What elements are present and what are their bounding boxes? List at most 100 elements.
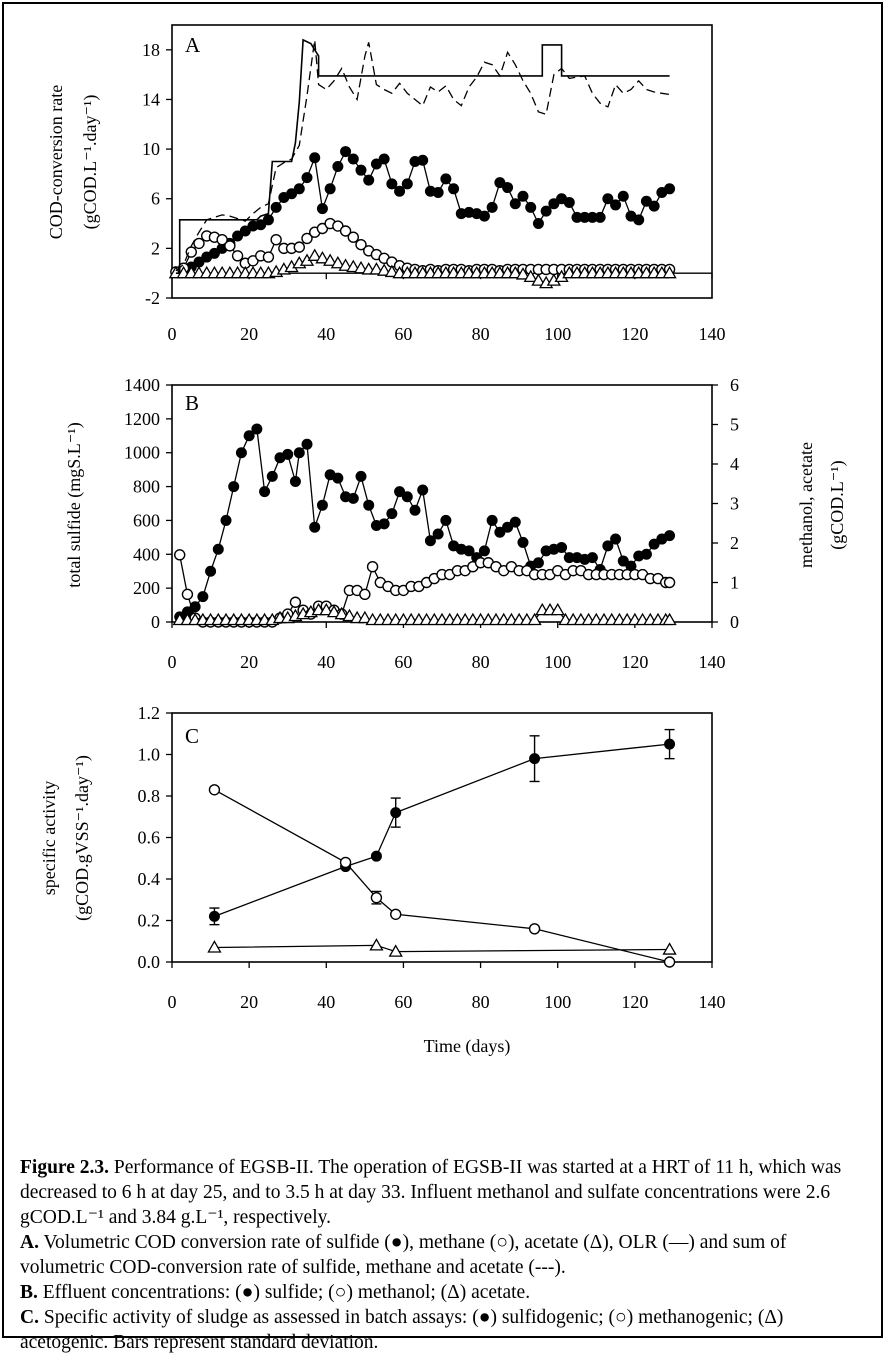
series-methane-point	[193, 237, 205, 250]
series-sulfide-point	[243, 430, 255, 442]
y2-axis-units: (gCOD.L⁻¹)	[827, 460, 848, 549]
x-tick-label: 80	[472, 992, 490, 1012]
series-sulfide-point	[301, 172, 313, 184]
series-acetate-point	[319, 602, 334, 616]
panel-label: B	[185, 391, 199, 415]
x-tick-label: 0	[168, 324, 177, 344]
y2-tick-label: 4	[730, 454, 739, 474]
series-sulfide-point	[540, 205, 552, 217]
series-acetogenic-point	[369, 938, 384, 951]
x-tick-label: 140	[699, 992, 726, 1012]
series-sulfide-point	[228, 481, 240, 493]
series-methanol-point	[366, 561, 379, 573]
series-methane-point	[355, 238, 367, 251]
y-tick-label: 1000	[124, 443, 160, 463]
y-tick-label: 200	[133, 578, 160, 598]
series-sulfide-point	[602, 540, 614, 552]
x-tick-label: 40	[317, 992, 335, 1012]
y2-tick-label: 0	[730, 612, 739, 632]
series-methane-point	[231, 250, 244, 262]
series-sulfide-point	[378, 153, 390, 165]
series-methanogenic	[208, 784, 676, 968]
x-tick-label: 140	[699, 324, 726, 344]
series-sulfide-point	[440, 514, 452, 526]
series-sulfide-point	[532, 218, 544, 230]
y-tick-label: 1200	[124, 409, 160, 429]
series-acetate-point	[326, 604, 342, 618]
series-sulfide-point	[517, 536, 529, 548]
series-methanogenic-point	[390, 908, 402, 920]
y-axis-title: specific activity	[39, 781, 59, 895]
series-acetate-point	[550, 602, 565, 616]
series-methanogenic-point	[528, 923, 541, 935]
series-sulfidogenic-point	[370, 850, 382, 862]
series-methane-point	[224, 240, 236, 252]
series-sulfide-point	[401, 491, 413, 503]
series-sulfide-point	[340, 146, 352, 158]
x-tick-label: 60	[394, 652, 412, 672]
series-sulfide-point	[571, 211, 583, 223]
series-methanol-point	[663, 576, 676, 589]
series-sulfide-point	[486, 201, 498, 213]
series-sulfide-point	[556, 542, 568, 554]
series-sulfide-point	[355, 164, 367, 176]
y-tick-label: 800	[133, 477, 160, 497]
series-sulfidogenic-point	[529, 753, 541, 765]
series-sulfide-point	[197, 591, 209, 603]
x-tick-label: 60	[394, 992, 412, 1012]
caption-c-label: C.	[20, 1307, 39, 1328]
y2-tick-label: 6	[730, 375, 739, 395]
series-sulfide-point	[532, 557, 544, 569]
series-methanogenic-point	[339, 856, 352, 869]
y2-axis-title: methanol, acetate	[796, 442, 816, 568]
panel-label: A	[185, 33, 201, 57]
series-sulfide-point	[282, 448, 294, 460]
series-methane-point	[262, 251, 275, 263]
series-sulfide-point	[394, 185, 406, 197]
series-methanol-point	[289, 596, 302, 608]
series-sulfide-point	[220, 514, 232, 526]
series-methanogenic-point	[208, 784, 221, 796]
series-sulfide	[174, 423, 676, 623]
series-sulfide-point	[625, 560, 637, 572]
series-acetate-point	[515, 267, 531, 280]
series-methane-point	[216, 233, 228, 246]
series-acetate-point	[323, 253, 338, 266]
series-acetogenic-point	[207, 940, 222, 953]
figure-caption: Figure 2.3. Performance of EGSB-II. The …	[20, 1155, 870, 1355]
series-sulfide-point	[347, 492, 359, 504]
series-sulfide-point	[293, 447, 305, 459]
y-axis-units: (gCOD.gVSS⁻¹.day⁻¹)	[72, 755, 93, 921]
caption-a-label: A.	[20, 1232, 39, 1253]
panel-label: C	[185, 724, 199, 748]
y-tick-label: 0.0	[138, 952, 161, 972]
series-acetate-point	[315, 250, 330, 264]
series-acetate-point	[662, 612, 677, 626]
series-methane-point	[347, 231, 359, 243]
series-sulfidogenic-point	[390, 807, 402, 819]
plot-frame	[171, 384, 713, 623]
series-methane-point	[293, 241, 305, 253]
series-acetate	[168, 248, 677, 289]
series-sulfide-point	[316, 499, 328, 511]
series-sulfide-point	[386, 508, 398, 520]
x-tick-label: 40	[317, 324, 335, 344]
series-acetogenic	[207, 938, 677, 957]
series-sulfide-point	[401, 178, 413, 190]
series-sulfidogenic-line	[214, 743, 670, 918]
series-sulfide-point	[266, 470, 278, 482]
series-acetate-point	[330, 255, 345, 269]
series-methane-point	[301, 232, 313, 245]
series-sulfide-point	[417, 484, 429, 496]
caption-main-text: Performance of EGSB-II. The operation of…	[20, 1157, 842, 1228]
series-sulfide-point	[617, 190, 629, 202]
y2-tick-label: 5	[730, 415, 739, 435]
series-methane-point	[270, 233, 282, 246]
caption-c-text: Specific activity of sludge as assessed …	[20, 1307, 784, 1353]
y-tick-label: 1400	[124, 375, 160, 395]
series-sulfide-point	[309, 521, 321, 533]
series-sulfide-point	[251, 423, 263, 435]
series-sulfide-point	[563, 552, 575, 564]
